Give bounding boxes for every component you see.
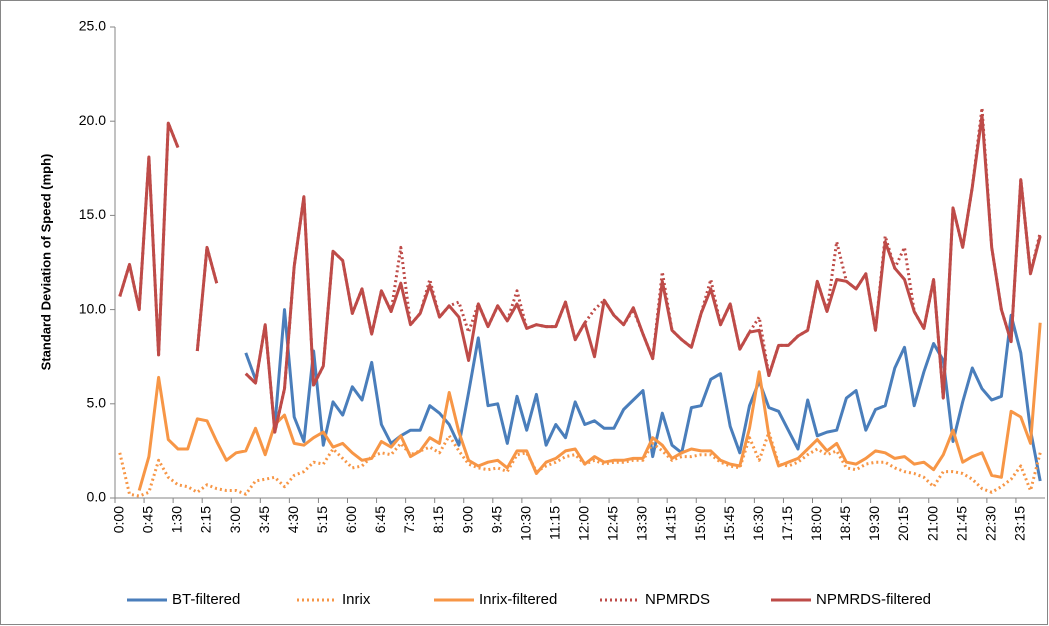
x-tick-label: 12:45: [605, 506, 621, 541]
x-tick-label: 3:00: [227, 506, 243, 533]
x-tick-label: 13:30: [634, 506, 650, 541]
x-tick-label: 23:15: [1011, 506, 1027, 541]
legend-label: NPMRDS-filtered: [816, 591, 931, 608]
y-axis-label: Standard Deviation of Speed (mph): [38, 154, 53, 371]
x-tick-label: 10:30: [517, 506, 533, 541]
x-tick-label: 3:45: [256, 506, 272, 533]
x-tick-label: 5:15: [314, 506, 330, 533]
series-line: [137, 322, 1042, 491]
x-tick-label: 6:45: [372, 506, 388, 533]
y-tick-label: 15.0: [79, 206, 106, 222]
x-tick-label: 4:30: [285, 506, 301, 533]
series-line: [244, 308, 1042, 482]
x-tick-label: 15:00: [692, 506, 708, 541]
x-tick-label: 19:30: [866, 506, 882, 541]
y-tick-label: 0.0: [87, 489, 107, 505]
x-tick-label: 21:45: [953, 506, 969, 541]
x-tick-label: 18:45: [837, 506, 853, 541]
x-tick-label: 22:30: [982, 506, 998, 541]
x-tick-label: 0:45: [140, 506, 156, 533]
x-tick-label: 1:30: [169, 506, 185, 533]
x-tick-label: 20:15: [895, 506, 911, 541]
x-tick-label: 6:00: [343, 506, 359, 533]
x-tick-label: 16:30: [750, 506, 766, 541]
x-tick-label: 9:00: [459, 506, 475, 533]
y-tick-label: 25.0: [79, 18, 106, 34]
x-tick-label: 17:15: [779, 506, 795, 541]
series-line: [118, 430, 1042, 498]
x-tick-label: 12:00: [576, 506, 592, 541]
x-tick-label: 21:00: [924, 506, 940, 541]
legend-label: Inrix: [342, 591, 371, 608]
y-tick-label: 10.0: [79, 300, 106, 316]
y-tick-label: 5.0: [87, 395, 107, 411]
series-line: [118, 114, 1042, 434]
x-tick-label: 7:30: [401, 506, 417, 533]
y-tick-label: 20.0: [79, 112, 106, 128]
legend-label: BT-filtered: [172, 591, 240, 608]
x-tick-label: 14:15: [663, 506, 679, 541]
legend-label: NPMRDS: [645, 591, 710, 608]
x-tick-label: 2:15: [198, 506, 214, 533]
x-tick-label: 8:15: [430, 506, 446, 533]
x-tick-label: 11:15: [546, 506, 562, 540]
legend-label: Inrix-filtered: [479, 591, 557, 608]
x-tick-label: 0:00: [111, 506, 127, 533]
x-tick-label: 18:00: [808, 506, 824, 541]
x-tick-label: 9:45: [488, 506, 504, 533]
x-tick-label: 15:45: [721, 506, 737, 541]
